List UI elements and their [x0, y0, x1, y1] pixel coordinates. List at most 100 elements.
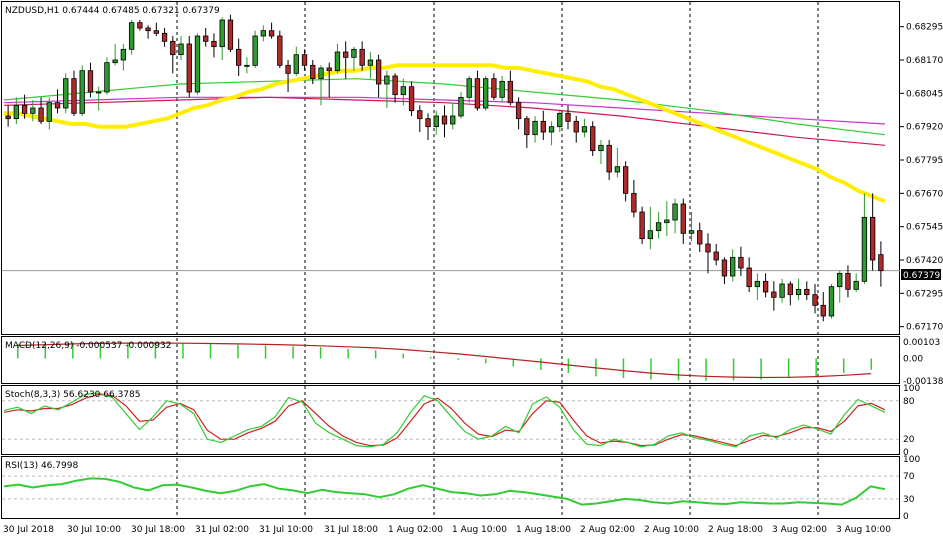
- rsi-indicator: [2, 475, 900, 506]
- bull-candle: [30, 107, 36, 114]
- bull-candle: [13, 104, 20, 120]
- bear-candle: [21, 104, 28, 114]
- bear-candle: [869, 216, 876, 261]
- bull-candle: [672, 203, 678, 221]
- bull-candle: [318, 67, 324, 80]
- bear-candle: [565, 112, 571, 122]
- bull-candle: [664, 219, 670, 224]
- bear-candle: [787, 283, 793, 296]
- bear-candle: [326, 67, 332, 72]
- bear-candle: [713, 251, 719, 261]
- bull-candle: [367, 59, 374, 66]
- price-tick-label: 0.68295: [906, 23, 943, 33]
- bear-candle: [425, 118, 431, 128]
- bull-candle: [112, 59, 118, 64]
- time-tick-label: 31 Jul 10:00: [259, 525, 313, 535]
- bear-candle: [697, 230, 703, 245]
- bull-candle: [730, 256, 736, 277]
- bear-candle: [680, 203, 686, 234]
- time-tick-label: 31 Jul 02:00: [195, 525, 249, 535]
- bull-candle: [450, 115, 456, 125]
- bear-candle: [738, 256, 744, 269]
- rsi-tick-label: 0: [903, 512, 909, 522]
- time-tick-label: 1 Aug 10:00: [452, 525, 507, 535]
- bear-candle: [845, 272, 851, 290]
- bull-candle: [795, 288, 802, 296]
- bull-candle: [79, 70, 85, 114]
- macd-indicator: [17, 341, 872, 381]
- rsi-pane-header: RSI(13) 46.7998: [5, 461, 78, 471]
- bull-candle: [861, 216, 868, 282]
- rsi-tick-label: 100: [903, 455, 920, 465]
- bear-candle: [268, 30, 275, 37]
- bear-candle: [87, 70, 94, 93]
- macd-pane[interactable]: [1, 336, 900, 384]
- time-tick-label: 30 Jul 18:00: [131, 525, 185, 535]
- bull-candle: [483, 78, 489, 109]
- bull-candle: [655, 222, 662, 232]
- macd-tick-label: 0.00103: [903, 338, 940, 348]
- bear-candle: [515, 102, 522, 120]
- bull-candle: [104, 62, 110, 93]
- bull-candle: [837, 272, 843, 288]
- bull-candle: [466, 78, 472, 98]
- bear-candle: [227, 19, 234, 50]
- bull-candle: [384, 75, 390, 85]
- bear-candle: [441, 115, 448, 125]
- macd-pane-header: MACD(12,26,9) -0.000537 -0.000932: [5, 341, 171, 351]
- bear-candle: [417, 110, 423, 120]
- bear-candle: [804, 288, 810, 296]
- bear-candle: [186, 43, 192, 93]
- bear-candle: [359, 48, 365, 66]
- bull-candle: [244, 64, 250, 67]
- bull-candle: [120, 48, 127, 61]
- moving-averages: [3, 63, 886, 204]
- bull-candle: [178, 43, 184, 56]
- bear-candle: [812, 294, 818, 306]
- ma-mid-line: [3, 78, 886, 136]
- price-tick-label: 0.67670: [906, 189, 943, 199]
- stoch-tick-label: 100: [903, 384, 920, 394]
- stoch-pane-header: Stoch(8,3,3) 56.6230 66.3785: [5, 390, 140, 400]
- bull-candle: [754, 280, 761, 288]
- bull-candle: [194, 35, 201, 93]
- price-tick-label: 0.67545: [906, 223, 943, 233]
- bear-candle: [5, 115, 11, 120]
- time-tick-label: 1 Aug 02:00: [388, 525, 443, 535]
- stochastic-indicator: [2, 392, 900, 448]
- bull-candle: [433, 115, 439, 128]
- bear-candle: [375, 59, 382, 85]
- bull-candle: [828, 286, 835, 317]
- bull-candle: [96, 91, 102, 94]
- bear-candle: [606, 144, 612, 173]
- price-tick-label: 0.67170: [906, 323, 943, 333]
- bear-candle: [507, 80, 514, 104]
- bear-candle: [524, 118, 530, 136]
- bull-candle: [128, 22, 135, 50]
- bear-candle: [343, 51, 349, 58]
- bear-candle: [762, 280, 769, 293]
- bull-candle: [532, 120, 538, 136]
- time-tick-label: 2 Aug 18:00: [708, 525, 763, 535]
- time-tick-label: 30 Jul 10:00: [67, 525, 121, 535]
- bear-candle: [170, 40, 176, 56]
- bull-candle: [614, 166, 621, 173]
- bear-candle: [235, 48, 242, 66]
- bear-candle: [878, 254, 884, 272]
- bear-candle: [211, 40, 217, 48]
- ma-fast-line: [3, 96, 886, 146]
- rsi-line: [3, 477, 886, 506]
- bear-candle: [771, 291, 777, 298]
- bear-candle: [203, 35, 209, 42]
- stoch-tick-label: 0: [903, 448, 909, 458]
- time-tick-label: 31 Jul 18:00: [324, 525, 378, 535]
- time-tick-label: 30 Jul 2018: [3, 525, 54, 535]
- bear-candle: [301, 54, 308, 66]
- bear-candle: [71, 78, 77, 114]
- stoch-tick-label: 20: [903, 435, 915, 445]
- rsi-pane[interactable]: [1, 456, 900, 519]
- bull-candle: [779, 283, 785, 298]
- main-pane-header: NZDUSD,H1 0.67444 0.67485 0.67321 0.6737…: [5, 6, 220, 16]
- bull-candle: [252, 35, 258, 66]
